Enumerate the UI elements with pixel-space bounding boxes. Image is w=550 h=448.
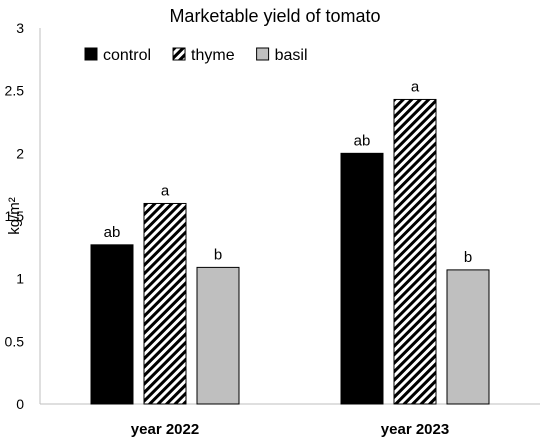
y-tick-label: 1.5 bbox=[5, 208, 25, 224]
y-axis-label: kg/m² bbox=[6, 197, 23, 235]
bar-control bbox=[90, 244, 134, 405]
legend-label-thyme: thyme bbox=[191, 47, 235, 64]
legend-swatch-thyme bbox=[172, 47, 186, 61]
legend-label-control: control bbox=[103, 47, 151, 64]
legend-swatch-control bbox=[84, 47, 98, 61]
y-tick-label: 2.5 bbox=[5, 83, 25, 99]
significance-label: ab bbox=[354, 132, 371, 149]
significance-label: a bbox=[161, 182, 170, 199]
bar-basil bbox=[446, 269, 490, 405]
bar-control bbox=[340, 152, 384, 405]
significance-label: b bbox=[464, 249, 472, 266]
bar-basil bbox=[196, 266, 240, 405]
bar-thyme bbox=[393, 98, 437, 405]
y-tick-label: 2 bbox=[16, 145, 24, 161]
significance-label: a bbox=[411, 78, 420, 95]
y-tick-label: 3 bbox=[16, 20, 24, 36]
x-category-label: year 2022 bbox=[131, 421, 199, 438]
y-tick-label: 0 bbox=[16, 396, 24, 412]
significance-label: b bbox=[214, 246, 222, 263]
legend: control thyme basil bbox=[84, 47, 308, 64]
legend-swatch-basil bbox=[256, 47, 270, 61]
y-tick-label: 0.5 bbox=[5, 333, 25, 349]
chart-title: Marketable yield of tomato bbox=[169, 6, 380, 26]
y-tick-label: 1 bbox=[16, 271, 24, 287]
bar-thyme bbox=[143, 202, 187, 405]
x-category-label: year 2023 bbox=[381, 421, 449, 438]
significance-label: ab bbox=[104, 224, 121, 241]
legend-label-basil: basil bbox=[275, 47, 308, 64]
